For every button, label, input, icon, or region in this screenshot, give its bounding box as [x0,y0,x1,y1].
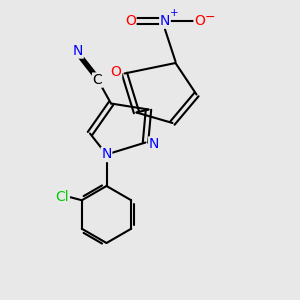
Text: Cl: Cl [56,190,69,204]
Text: +: + [170,8,178,18]
Text: N: N [149,137,159,151]
Text: N: N [101,148,112,161]
Text: −: − [205,11,215,24]
Text: O: O [125,14,136,28]
Text: O: O [111,65,122,79]
Text: C: C [93,73,102,87]
Text: N: N [160,14,170,28]
Text: O: O [194,14,205,28]
Text: N: N [73,44,83,58]
